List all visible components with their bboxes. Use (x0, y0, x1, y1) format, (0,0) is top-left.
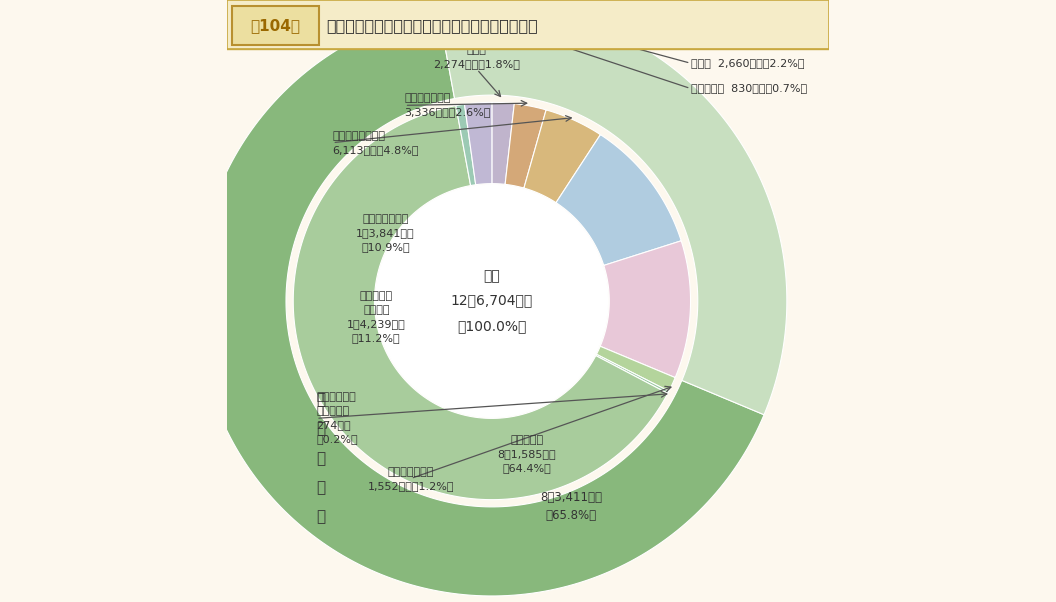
Bar (227, 0, 829, 49)
Text: その他の給付費
1,552億円（1.2%）: その他の給付費 1,552億円（1.2%） (367, 467, 454, 491)
Text: 8兆3,411億円
（65.8%）: 8兆3,411億円 （65.8%） (541, 491, 602, 523)
Text: （100.0%）: （100.0%） (457, 319, 527, 334)
Bar (232, 6, 319, 45)
Polygon shape (600, 241, 691, 377)
Polygon shape (196, 11, 765, 596)
Text: 診療報酬審査
支払手数料
274億円
（0.2%）: 診療報酬審査 支払手数料 274億円 （0.2%） (316, 393, 358, 444)
Polygon shape (456, 104, 475, 185)
Polygon shape (294, 105, 667, 500)
Polygon shape (505, 104, 546, 188)
Polygon shape (596, 355, 668, 393)
Polygon shape (492, 102, 514, 184)
Circle shape (376, 185, 608, 417)
Text: 12兆6,704億円: 12兆6,704億円 (451, 293, 533, 307)
Text: 介護給付費納付金
6,113億円（4.8%）: 介護給付費納付金 6,113億円（4.8%） (333, 131, 419, 155)
Text: 保健事業費  830億円（0.7%）: 保健事業費 830億円（0.7%） (691, 84, 807, 93)
Polygon shape (557, 135, 681, 265)
Text: その他  2,660億円（2.2%）: その他 2,660億円（2.2%） (691, 58, 804, 68)
Text: 歳出: 歳出 (484, 268, 501, 283)
Text: 保
険
給
付
費: 保 険 給 付 費 (317, 392, 325, 524)
Polygon shape (597, 346, 675, 391)
Text: 共同事業拠出金
1兆3,841億円
（10.9%）: 共同事業拠出金 1兆3,841億円 （10.9%） (356, 214, 415, 252)
Polygon shape (524, 110, 601, 203)
Polygon shape (438, 6, 787, 415)
Text: 総務費
2,274億円（1.8%）: 総務費 2,274億円（1.8%） (433, 45, 521, 69)
Polygon shape (465, 102, 492, 185)
Text: 療養諸費等
8兆1,585億円
（64.4%）: 療養諸費等 8兆1,585億円 （64.4%） (497, 435, 557, 474)
Text: 国民健康保険事業の歳出決算の状況（事業勘定）: 国民健康保険事業の歳出決算の状況（事業勘定） (326, 18, 539, 33)
Text: 第104図: 第104図 (250, 18, 300, 33)
Text: 後期高齢者
支援金等
1兆4,239億円
（11.2%）: 後期高齢者 支援金等 1兆4,239億円 （11.2%） (347, 291, 406, 343)
Text: 老人保健拠出金
3,336億円（2.6%）: 老人保健拠出金 3,336億円（2.6%） (404, 93, 491, 117)
